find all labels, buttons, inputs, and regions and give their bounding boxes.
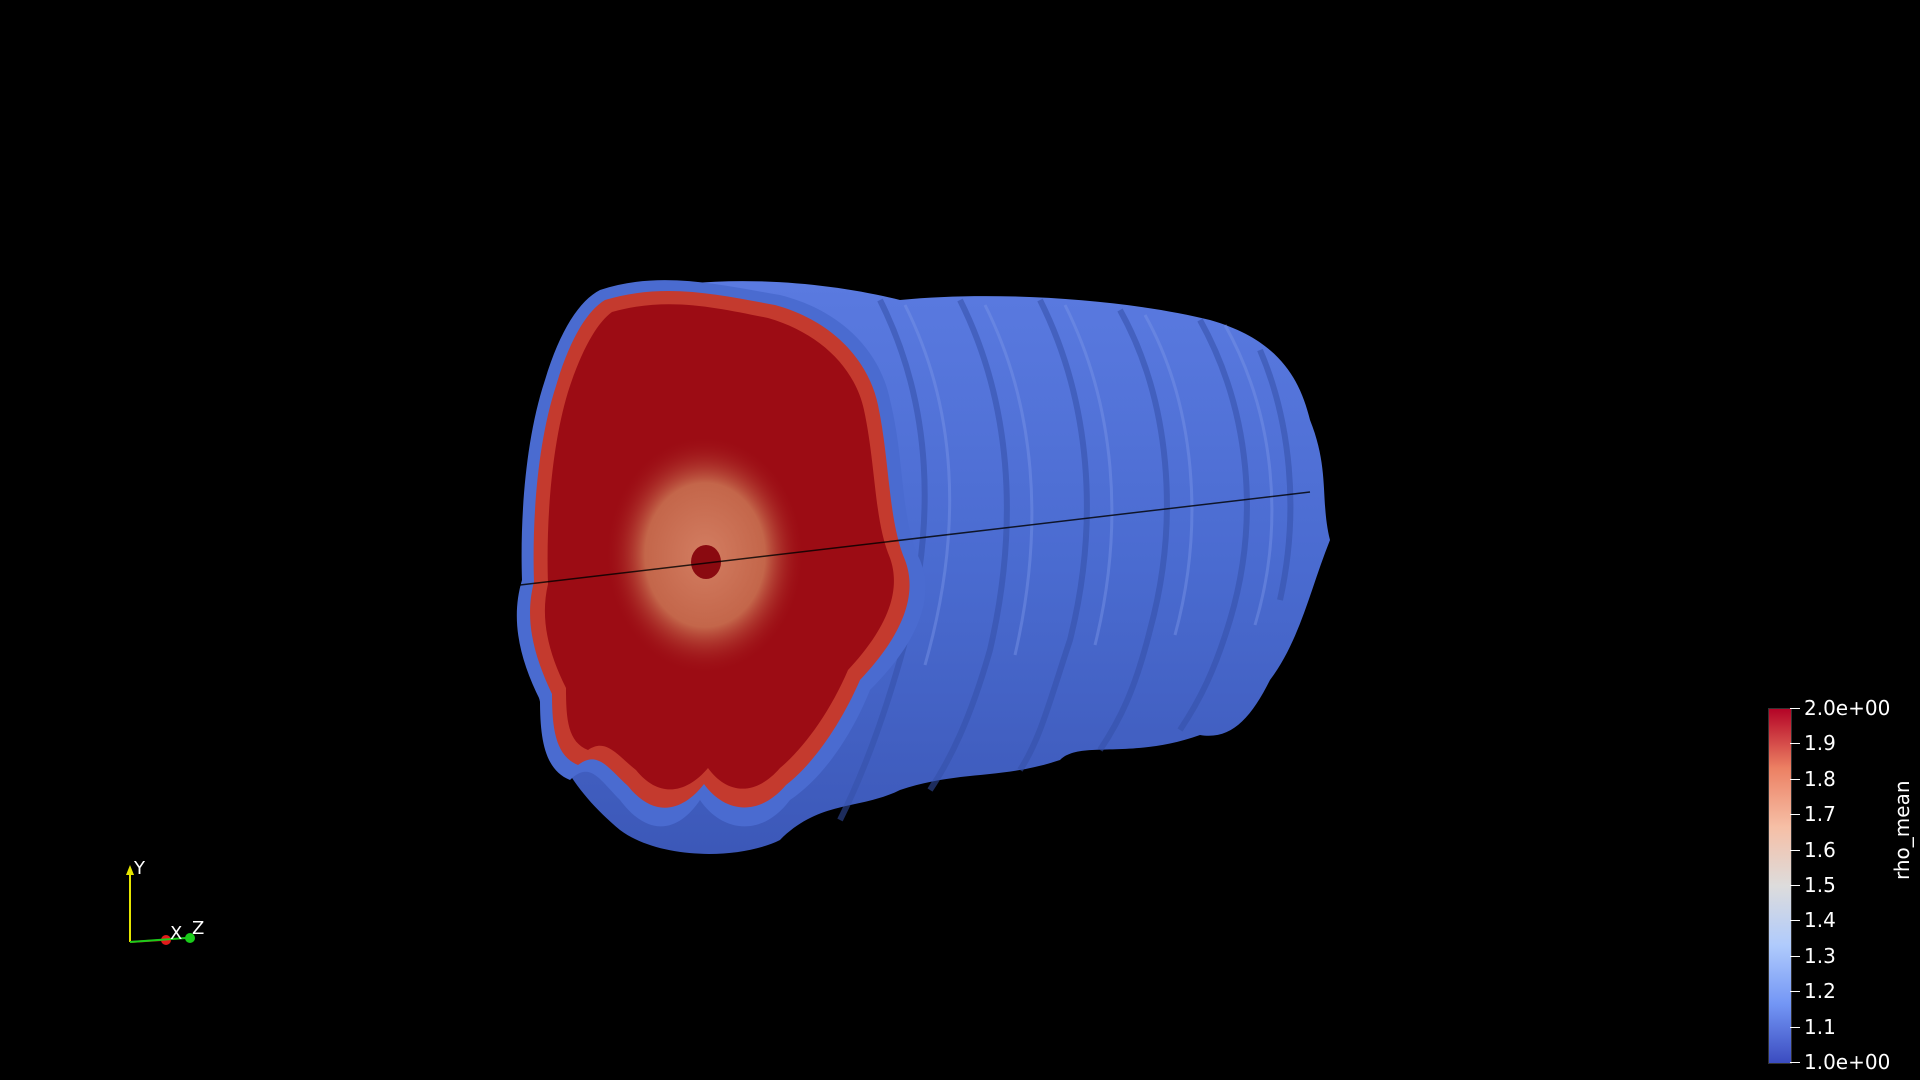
z-axis-label: Z bbox=[192, 918, 205, 939]
scalar-colorbar[interactable]: 2.0e+00 1.9 1.8 1.7 1.6 1.5 1.4 1.3 1.2 1.1 1.0e+0… bbox=[1760, 696, 1920, 1080]
colorbar-tick bbox=[1790, 991, 1800, 993]
colorbar-tick-label: 1.3 bbox=[1804, 943, 1836, 968]
colorbar-tick bbox=[1790, 778, 1800, 780]
colorbar-tick-label: 1.5 bbox=[1804, 873, 1836, 897]
y-axis-arrow-icon bbox=[126, 865, 134, 875]
axes-triad-icon bbox=[126, 865, 195, 945]
colorbar-tick bbox=[1790, 920, 1800, 922]
colorbar-tick-label: 1.7 bbox=[1804, 802, 1836, 827]
colorbar-tick bbox=[1790, 814, 1800, 816]
colorbar-tick-label: 1.6 bbox=[1804, 837, 1836, 862]
colorbar-tick-label: 1.4 bbox=[1804, 908, 1836, 933]
colorbar-tick bbox=[1790, 1026, 1800, 1028]
colorbar-tick-label: 1.2 bbox=[1804, 979, 1836, 1004]
colorbar-tick-label: 1.9 bbox=[1804, 731, 1836, 756]
colorbar-tick bbox=[1790, 1062, 1800, 1063]
y-axis-label: Y bbox=[134, 858, 145, 879]
colorbar-tick-label: 2.0e+00 bbox=[1804, 696, 1891, 720]
z-axis-line bbox=[129, 937, 187, 943]
x-axis-label: X bbox=[170, 923, 183, 944]
colorbar-tick-label: 1.0e+00 bbox=[1804, 1050, 1891, 1074]
colorbar-title: rho_mean bbox=[1890, 780, 1914, 880]
colorbar-tick bbox=[1790, 955, 1800, 957]
colorbar-tick bbox=[1790, 743, 1800, 745]
orientation-axes-widget: Y X Z bbox=[110, 858, 220, 950]
colorbar-tick-label: 1.8 bbox=[1804, 766, 1836, 791]
colorbar-tick bbox=[1790, 849, 1800, 851]
colorbar-tick bbox=[1790, 708, 1800, 709]
colorbar-gradient bbox=[1768, 708, 1792, 1064]
colorbar-tick bbox=[1790, 885, 1800, 886]
cross-section-slice bbox=[516, 280, 1311, 827]
colorbar-tick-label: 1.1 bbox=[1804, 1014, 1836, 1039]
z-axis-marker-icon bbox=[185, 933, 195, 943]
